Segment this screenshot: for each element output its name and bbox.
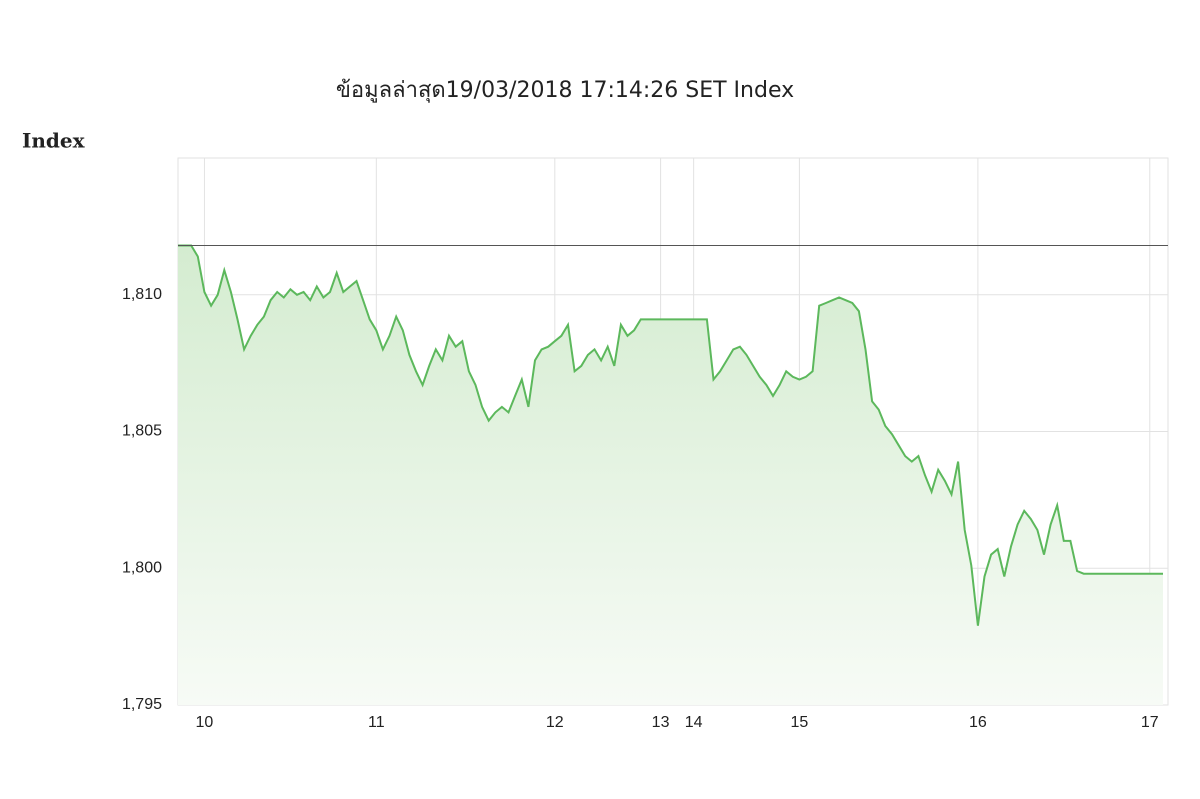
y-tick-label: 1,795	[122, 696, 162, 713]
x-tick-label: 17	[1141, 714, 1159, 731]
line	[178, 244, 1163, 626]
x-tick-label: 14	[685, 714, 703, 731]
y-axis-label: Index	[22, 129, 86, 153]
x-tick-label: 16	[969, 714, 987, 731]
chart-title: ข้อมูลล่าสุด19/03/2018 17:14:26 SET Inde…	[336, 78, 794, 103]
y-tick-label: 1,800	[122, 559, 162, 576]
x-tick-label: 15	[791, 714, 809, 731]
y-tick-label: 1,810	[122, 286, 162, 303]
x-tick-label: 11	[368, 714, 385, 731]
x-tick-label: 13	[652, 714, 670, 731]
x-tick-label: 10	[196, 714, 214, 731]
area	[178, 245, 1163, 705]
y-tick-label: 1,805	[122, 423, 162, 440]
x-tick-label: 12	[546, 714, 564, 731]
